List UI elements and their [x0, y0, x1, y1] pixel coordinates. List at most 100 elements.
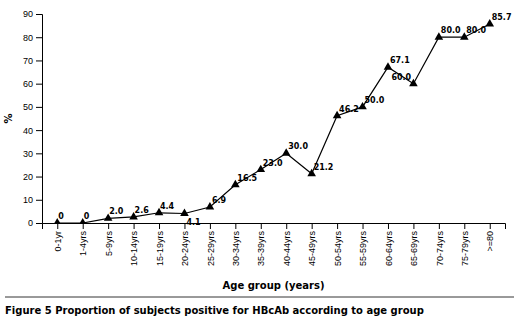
tick: 45-49yrs [307, 223, 317, 266]
tick: 30-34yrs [231, 223, 241, 266]
tick: 20-24yrs [180, 223, 190, 266]
data-label: 23.0 [263, 159, 283, 168]
tick-label: 15-19yrs [155, 231, 165, 267]
data-label: 21.2 [314, 163, 334, 172]
tick: 75-79yrs [460, 223, 470, 266]
tick-mark [36, 107, 42, 108]
tick: 40-44yrs [282, 223, 292, 266]
separator [5, 297, 514, 298]
tick-mark [36, 84, 42, 85]
tick: 55-59yrs [358, 223, 368, 266]
tick-label: >=80 [485, 231, 495, 252]
tick-mark [159, 223, 160, 229]
tick-mark [108, 223, 109, 229]
tick-mark [36, 130, 42, 131]
tick-mark [286, 223, 287, 229]
data-label: 2.0 [109, 207, 124, 216]
data-label: 80.0 [466, 26, 486, 35]
plot-area: 0 10 20 30 40 50 60 70 80 90 0-1yr 1-4yrs 5-9yrs 10-1… [23, 9, 512, 266]
tick: 50 [23, 102, 42, 112]
tick-label: 80 [23, 33, 33, 43]
tick: 60 [23, 79, 42, 89]
data-label: 80.0 [441, 26, 461, 35]
tick-label: 70-74yrs [435, 231, 445, 267]
marker [180, 209, 189, 216]
tick-label: 0 [28, 218, 33, 228]
tick-mark [439, 223, 440, 229]
tick-label: 60-64yrs [384, 231, 394, 267]
tick-label: 45-49yrs [307, 231, 317, 267]
tick-label: 20 [23, 172, 33, 182]
data-label: 46.2 [339, 105, 359, 114]
data-label: 6.9 [212, 196, 227, 205]
tick: 50-54yrs [333, 223, 343, 266]
data-label: 30.0 [288, 142, 308, 151]
tick: 65-69yrs [409, 223, 419, 266]
tick: 35-39yrs [256, 223, 266, 266]
tick-mark [312, 223, 313, 229]
tick-mark [210, 223, 211, 229]
data-label: 4.1 [186, 218, 201, 227]
tick-label: 55-59yrs [358, 231, 368, 267]
x-axis: 0-1yr 1-4yrs 5-9yrs 10-14yrs 15-19yrs 20-24yr… [43, 223, 506, 266]
tick-label: 10-14yrs [129, 231, 139, 267]
tick: 70-74yrs [435, 223, 445, 266]
tick: 0-1yr [53, 223, 63, 252]
tick-mark [36, 200, 42, 201]
data-label: 0 [84, 212, 90, 221]
tick-label: 1-4yrs [78, 231, 88, 257]
tick-mark [388, 223, 389, 229]
tick-label: 40-44yrs [282, 231, 292, 267]
tick-mark [235, 223, 236, 229]
tick-label: 75-79yrs [460, 231, 470, 267]
tick-mark [184, 223, 185, 229]
data-label: 0 [58, 212, 64, 221]
tick-label: 50-54yrs [333, 231, 343, 267]
x-axis-title: Age group (years) [223, 280, 325, 291]
tick: 1-4yrs [78, 223, 88, 256]
data-label: 16.5 [237, 174, 257, 183]
axis-line [43, 224, 506, 230]
y-axis-title: % [3, 113, 14, 123]
tick: 0 [28, 218, 42, 228]
tick: 10-14yrs [129, 223, 139, 266]
tick-mark [363, 223, 364, 229]
tick: 40 [23, 125, 42, 135]
tick-mark [134, 223, 135, 229]
tick-label: 30 [23, 149, 33, 159]
tick-mark [337, 223, 338, 229]
tick-mark [36, 14, 42, 15]
tick-mark [83, 223, 84, 229]
tick: 70 [23, 56, 42, 66]
tick-mark [464, 223, 465, 229]
caption: Figure 5 Proportion of subjects positive… [5, 305, 424, 316]
tick-mark [413, 223, 414, 229]
line [57, 24, 489, 223]
tick-mark [261, 223, 262, 229]
data-labels: 002.02.64.44.16.916.523.030.021.246.250.… [58, 13, 511, 227]
tick-label: 30-34yrs [231, 231, 241, 267]
tick-label: 90 [23, 9, 33, 19]
chart: 0 10 20 30 40 50 60 70 80 90 0-1yr 1-4yrs 5-9yrs 10-1… [0, 0, 519, 323]
tick: 60-64yrs [384, 223, 394, 266]
tick-label: 0-1yr [53, 231, 63, 252]
tick-label: 10 [23, 195, 33, 205]
tick-mark [36, 153, 42, 154]
tick: 25-29yrs [206, 223, 216, 266]
tick-label: 20-24yrs [180, 231, 190, 267]
tick-label: 50 [23, 102, 33, 112]
y-axis: 0 10 20 30 40 50 60 70 80 90 [23, 9, 43, 228]
tick: 10 [23, 195, 42, 205]
tick: 30 [23, 149, 42, 159]
tick: 90 [23, 9, 42, 19]
tick: 15-19yrs [155, 223, 165, 266]
tick: 5-9yrs [104, 223, 114, 256]
tick: 20 [23, 172, 42, 182]
data-label: 50.0 [365, 96, 385, 105]
tick-label: 35-39yrs [256, 231, 266, 267]
tick-label: 25-29yrs [206, 231, 216, 267]
tick-label: 65-69yrs [409, 231, 419, 267]
tick-mark [490, 223, 491, 229]
tick-mark [36, 223, 42, 224]
tick-mark [36, 60, 42, 61]
